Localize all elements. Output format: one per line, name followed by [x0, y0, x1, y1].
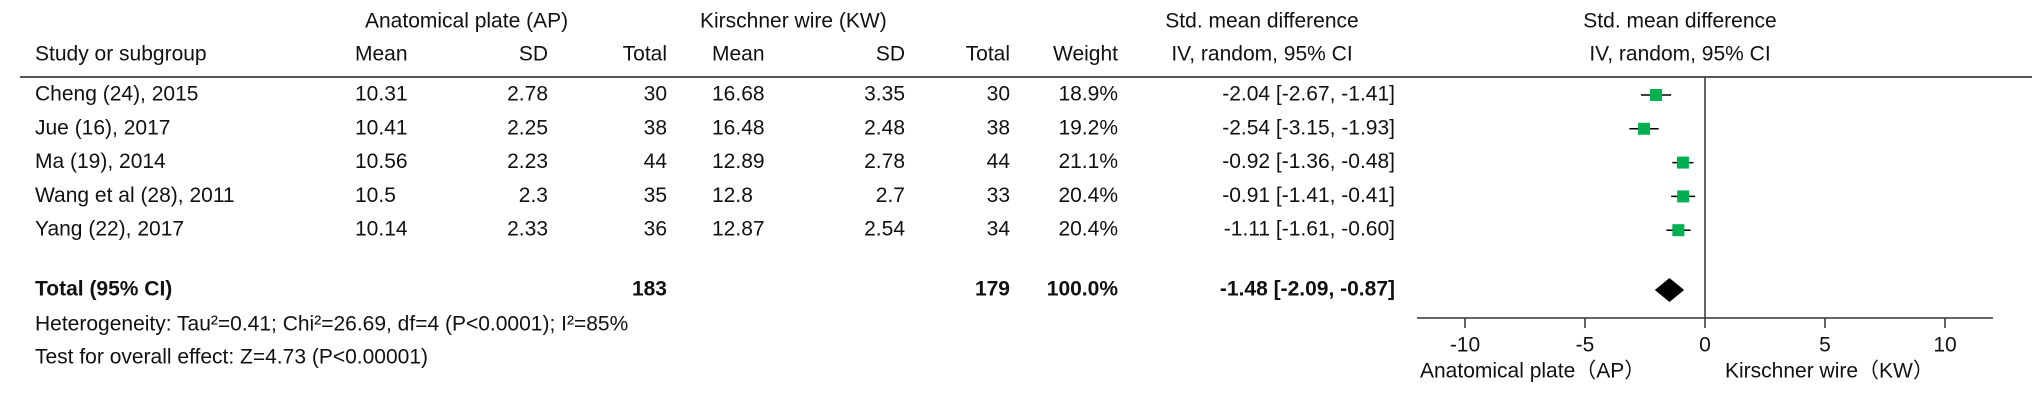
table-cell: 10.31 — [355, 83, 408, 106]
table-cell: 20.4% — [1058, 184, 1118, 207]
table-cell: 10.5 — [355, 184, 396, 207]
table-cell: 38 — [987, 116, 1010, 139]
table-cell: 12.87 — [712, 218, 765, 241]
x-tick-label: -5 — [1576, 334, 1595, 357]
study-name: Total (95% CI) — [35, 278, 172, 301]
summary-diamond — [1654, 278, 1685, 302]
x-tick-label: 5 — [1819, 334, 1831, 357]
effect-marker — [1650, 89, 1663, 101]
overall-effect: Test for overall effect: Z=4.73 (P<0.000… — [35, 346, 428, 369]
effect-marker — [1672, 224, 1685, 237]
ci-label: -2.04 [-2.67, -1.41] — [1222, 83, 1395, 106]
table-cell: 2.33 — [507, 218, 548, 241]
table-cell: 30 — [644, 83, 667, 106]
column-header: SD — [519, 43, 548, 66]
table-cell: 2.7 — [876, 184, 905, 207]
table-cell: 44 — [644, 150, 668, 173]
table-cell: 3.35 — [864, 83, 905, 106]
table-cell: 30 — [987, 83, 1010, 106]
table-cell: 35 — [644, 184, 667, 207]
column-header: Total — [623, 43, 667, 66]
table-cell: 10.41 — [355, 116, 408, 139]
ci-label: -2.54 [-3.15, -1.93] — [1222, 116, 1395, 139]
table-cell: 2.54 — [864, 218, 905, 241]
table-cell: 34 — [987, 218, 1011, 241]
effect-header: IV, random, 95% CI — [1171, 43, 1352, 66]
column-header: Mean — [355, 43, 408, 66]
heterogeneity: Heterogeneity: Tau²=0.41; Chi²=26.69, df… — [35, 313, 628, 336]
table-cell: 33 — [987, 184, 1010, 207]
table-cell: 36 — [644, 218, 667, 241]
table-cell: 21.1% — [1058, 150, 1118, 173]
table-cell: 2.78 — [507, 83, 548, 106]
ci-label: -1.11 [-1.61, -0.60] — [1224, 218, 1395, 241]
effect-header: IV, random, 95% CI — [1589, 43, 1770, 66]
effect-marker — [1677, 190, 1690, 203]
x-tick-label: 10 — [1933, 334, 1956, 357]
table-cell: 12.8 — [712, 184, 753, 207]
table-cell: 100.0% — [1047, 278, 1119, 301]
table-cell: 38 — [644, 116, 667, 139]
study-name: Cheng (24), 2015 — [35, 83, 198, 106]
effect-marker — [1676, 156, 1689, 169]
axis-label: Kirschner wire（KW） — [1725, 360, 1934, 383]
table-cell: 2.25 — [507, 116, 548, 139]
axis-label: Anatomical plate（AP） — [1420, 360, 1645, 383]
table-cell: 10.14 — [355, 218, 408, 241]
table-cell: 179 — [975, 278, 1010, 301]
ci-label: -0.91 [-1.41, -0.41] — [1222, 184, 1395, 207]
table-cell: 2.48 — [864, 116, 905, 139]
effect-marker — [1638, 122, 1651, 135]
table-cell: 16.48 — [712, 116, 765, 139]
table-cell: 10.56 — [355, 150, 408, 173]
study-name: Jue (16), 2017 — [35, 116, 170, 139]
table-cell: 16.68 — [712, 83, 765, 106]
study-name: Yang (22), 2017 — [35, 218, 184, 241]
table-cell: 18.9% — [1058, 83, 1118, 106]
column-header: SD — [876, 43, 905, 66]
table-cell: 2.23 — [507, 150, 548, 173]
table-cell: 19.2% — [1058, 116, 1118, 139]
study-name: Wang et al (28), 2011 — [35, 184, 235, 207]
effect-header: Std. mean difference — [1583, 10, 1776, 33]
effect-header: Std. mean difference — [1165, 10, 1358, 33]
group-header: Kirschner wire (KW) — [700, 10, 887, 33]
table-cell: 183 — [632, 278, 667, 301]
table-cell: 12.89 — [712, 150, 765, 173]
column-header: Study or subgroup — [35, 43, 207, 66]
table-cell: 2.78 — [864, 150, 905, 173]
group-header: Anatomical plate (AP) — [365, 10, 568, 33]
ci-label: -0.92 [-1.36, -0.48] — [1222, 150, 1395, 173]
table-cell: 2.3 — [519, 184, 548, 207]
table-cell: 44 — [987, 150, 1011, 173]
table-cell: 20.4% — [1058, 218, 1118, 241]
column-header: Weight — [1053, 43, 1118, 66]
study-name: Ma (19), 2014 — [35, 150, 166, 173]
ci-label: -1.48 [-2.09, -0.87] — [1220, 278, 1395, 301]
x-tick-label: 0 — [1699, 334, 1711, 357]
column-header: Mean — [712, 43, 765, 66]
x-tick-label: -10 — [1450, 334, 1480, 357]
column-header: Total — [966, 43, 1010, 66]
